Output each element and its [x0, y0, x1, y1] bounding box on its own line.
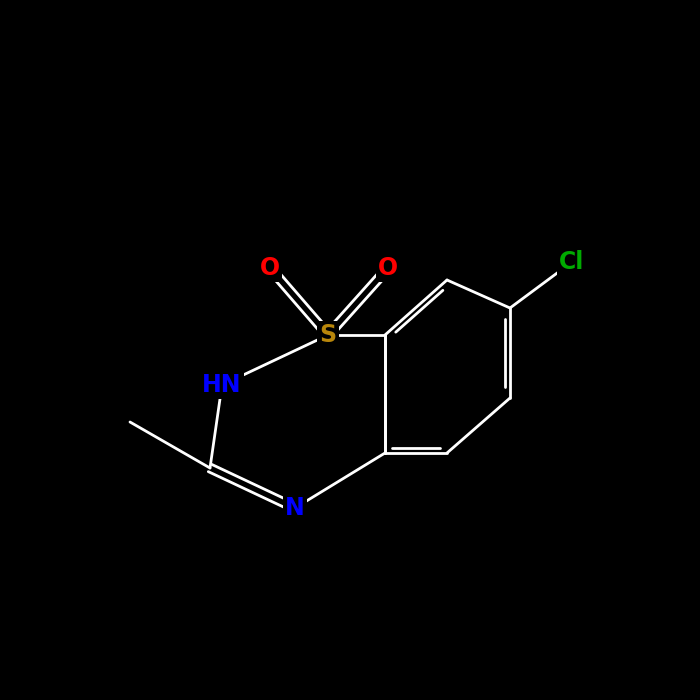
Text: Cl: Cl — [559, 250, 584, 274]
Text: HN: HN — [202, 373, 241, 397]
Text: O: O — [260, 256, 280, 280]
Text: S: S — [319, 323, 337, 347]
Text: O: O — [378, 256, 398, 280]
Text: N: N — [285, 496, 305, 520]
